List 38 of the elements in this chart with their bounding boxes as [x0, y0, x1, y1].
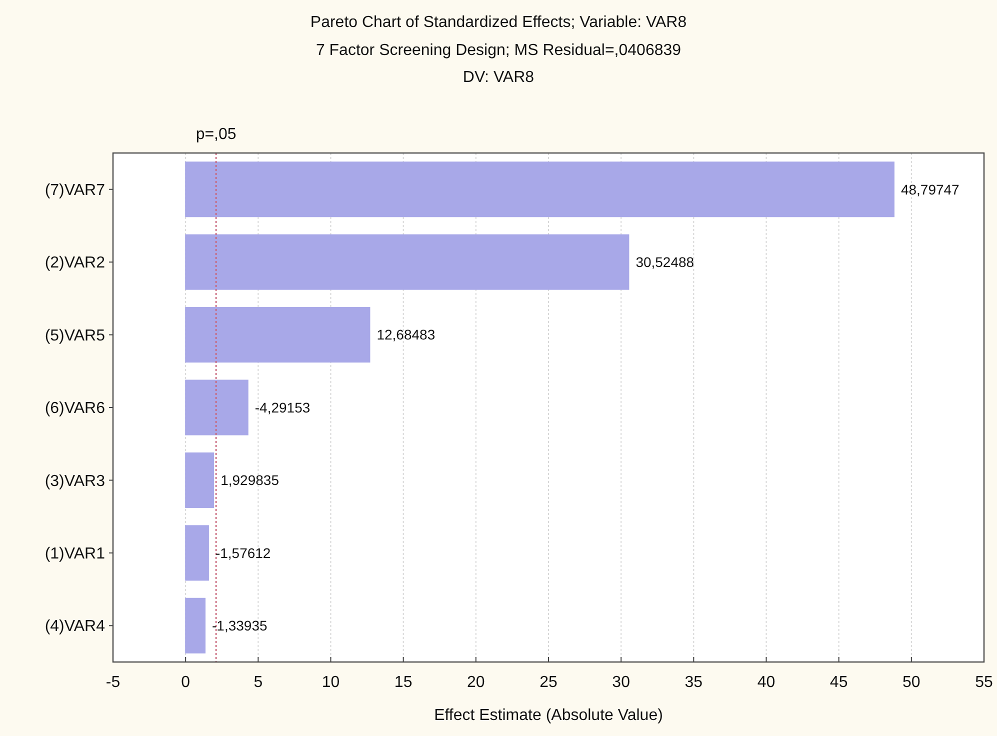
- y-tick-label: (1)VAR1: [44, 546, 106, 563]
- x-tick-label: -5: [106, 674, 120, 691]
- y-tick-label: (4)VAR4: [44, 618, 106, 636]
- bar: [185, 234, 630, 290]
- x-tick-label: 5: [254, 674, 263, 691]
- chart-subtitle: 7 Factor Screening Design; MS Residual=,0406839 DV: VAR8: [316, 42, 682, 86]
- chart-title: Pareto Chart of Standardized Effects; Variable: VAR8: [310, 14, 687, 31]
- y-tick-label: (3)VAR3: [44, 472, 106, 490]
- x-tick-label: 25: [540, 674, 558, 691]
- bar: [185, 452, 214, 508]
- y-tick-label: (7)VAR7: [44, 182, 106, 199]
- bar: [185, 307, 370, 363]
- x-tick-label: 50: [902, 674, 920, 691]
- data-label: -1,57612: [215, 544, 271, 561]
- x-tick-label: 40: [757, 674, 776, 691]
- bar: [185, 525, 209, 581]
- x-tick-label: 0: [181, 674, 190, 691]
- bar: [185, 598, 206, 654]
- data-label: 48,79747: [900, 181, 960, 198]
- x-tick-label: 10: [322, 674, 340, 691]
- y-tick-label: (5)VAR5: [44, 327, 106, 344]
- data-label: 1,929835: [220, 472, 280, 488]
- y-tick-label: (2)VAR2: [44, 254, 106, 272]
- bar: [185, 380, 248, 436]
- x-tick-label: 20: [467, 674, 485, 691]
- x-tick-label: 30: [612, 674, 630, 691]
- data-label: 12,68483: [376, 326, 436, 343]
- bar: [185, 162, 894, 218]
- x-tick-label: 15: [394, 674, 412, 691]
- data-label: 30,52488: [636, 254, 694, 270]
- x-tick-label: 45: [830, 674, 848, 691]
- x-tick-label: 35: [684, 674, 703, 691]
- data-label: -4,29153: [254, 399, 310, 416]
- y-tick-label: (6)VAR6: [44, 400, 106, 418]
- ref-line-label: p=,05: [196, 126, 236, 143]
- x-axis-title: Effect Estimate (Absolute Value): [434, 707, 663, 724]
- data-label: -1,33935: [212, 618, 268, 634]
- x-tick-label: 55: [975, 674, 993, 691]
